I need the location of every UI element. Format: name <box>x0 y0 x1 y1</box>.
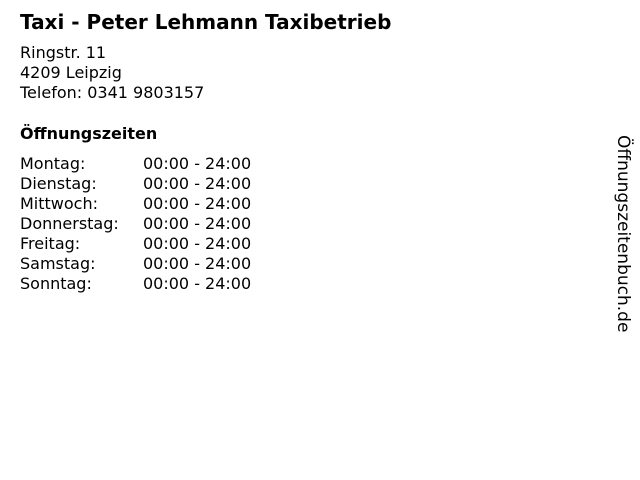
day: Sonntag: <box>20 274 92 293</box>
day: Montag: <box>20 154 86 173</box>
street: Ringstr. 11 <box>20 43 107 62</box>
hours-row-saturday: Samstag: 00:00 - 24:00 <box>20 254 251 274</box>
hours-row-friday: Freitag: 00:00 - 24:00 <box>20 234 251 254</box>
hours-table: Montag: 00:00 - 24:00 Dienstag: 00:00 - 24… <box>20 154 251 294</box>
address-block: Ringstr. 11 4209 Leipzig Telefon: 0341 9… <box>20 43 204 103</box>
day: Samstag: <box>20 254 96 273</box>
day: Freitag: <box>20 234 81 253</box>
time: 00:00 - 24:00 <box>143 214 252 233</box>
hours-row-thursday: Donnerstag: 00:00 - 24:00 <box>20 214 251 234</box>
hours-row-monday: Montag: 00:00 - 24:00 <box>20 154 251 174</box>
hours-row-sunday: Sonntag: 00:00 - 24:00 <box>20 274 251 294</box>
day: Donnerstag: <box>20 214 119 233</box>
day: Mittwoch: <box>20 194 98 213</box>
time: 00:00 - 24:00 <box>143 234 252 253</box>
time: 00:00 - 24:00 <box>143 274 252 293</box>
time: 00:00 - 24:00 <box>143 174 252 193</box>
time: 00:00 - 24:00 <box>143 154 252 173</box>
time: 00:00 - 24:00 <box>143 194 252 213</box>
hours-heading: Öffnungszeiten <box>20 124 158 143</box>
hours-row-tuesday: Dienstag: 00:00 - 24:00 <box>20 174 251 194</box>
time: 00:00 - 24:00 <box>143 254 252 273</box>
business-title: Taxi - Peter Lehmann Taxibetrieb <box>20 10 392 34</box>
hours-row-wednesday: Mittwoch: 00:00 - 24:00 <box>20 194 251 214</box>
watermark-site: Öffnungszeitenbuch.de <box>613 135 633 333</box>
city: 4209 Leipzig <box>20 63 122 82</box>
phone: Telefon: 0341 9803157 <box>20 83 205 102</box>
day: Dienstag: <box>20 174 97 193</box>
